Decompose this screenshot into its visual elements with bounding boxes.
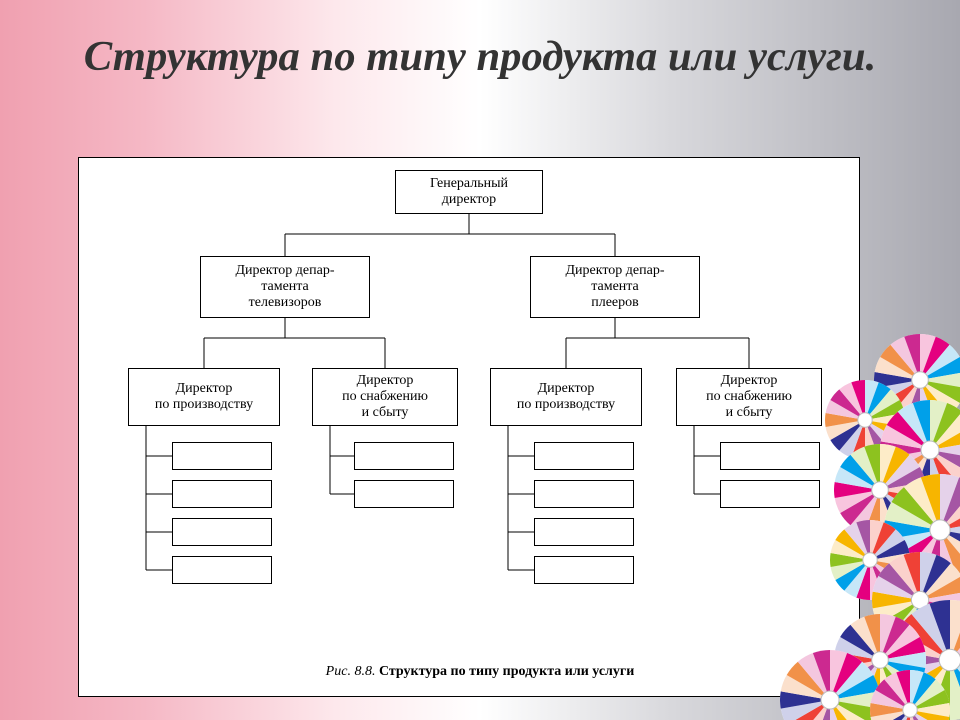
org-node-e2a2 <box>534 480 634 508</box>
org-node-e1a2 <box>172 480 272 508</box>
diagram-panel <box>78 157 860 697</box>
caption-text: Структура по типу продукта или услуги <box>379 664 634 679</box>
org-node-e1a4 <box>172 556 272 584</box>
org-node-e1a3 <box>172 518 272 546</box>
org-node-e1b2 <box>354 480 454 508</box>
org-node-dep1: Директор депар- тамента телевизоров <box>200 256 370 318</box>
org-node-e2b1 <box>720 442 820 470</box>
org-node-d2b: Директор по снабжению и сбыту <box>676 368 822 426</box>
org-node-e2b2 <box>720 480 820 508</box>
slide-title: Структура по типу продукта или услуги. <box>0 0 960 83</box>
org-node-dep2: Директор депар- тамента плееров <box>530 256 700 318</box>
pinwheel-ball-icon <box>870 670 950 720</box>
caption-lead: Рис. 8.8. <box>326 664 376 679</box>
org-node-e1b1 <box>354 442 454 470</box>
pinwheel-ball-icon <box>780 650 880 720</box>
org-node-e2a1 <box>534 442 634 470</box>
org-node-d1a: Директор по производству <box>128 368 280 426</box>
org-node-e1a1 <box>172 442 272 470</box>
org-node-e2a3 <box>534 518 634 546</box>
org-node-d2a: Директор по производству <box>490 368 642 426</box>
org-node-root: Генеральный директор <box>395 170 543 214</box>
org-node-e2a4 <box>534 556 634 584</box>
org-node-d1b: Директор по снабжению и сбыту <box>312 368 458 426</box>
